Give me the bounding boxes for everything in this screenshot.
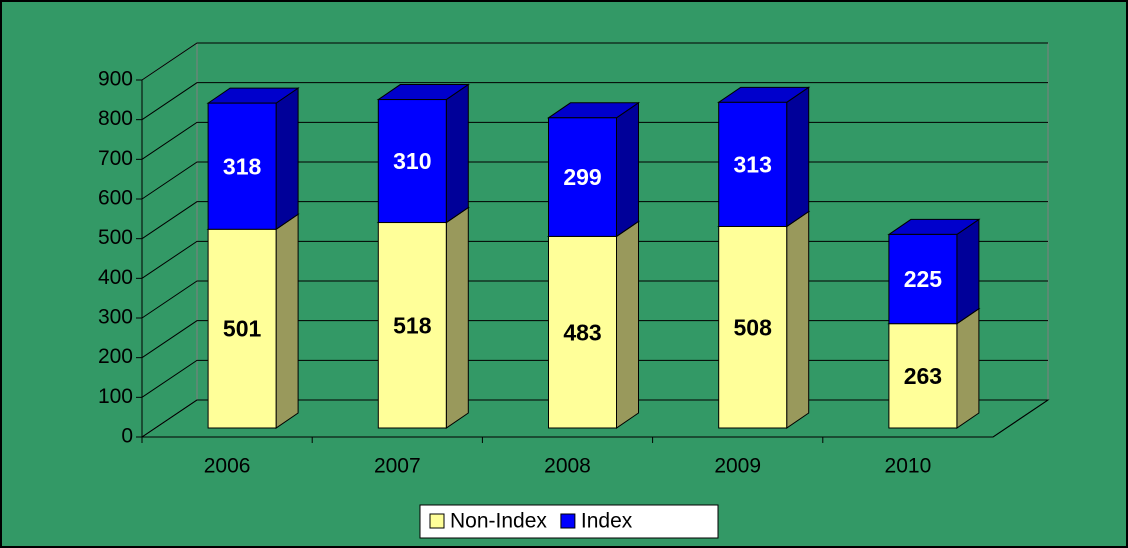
bar — [718, 225, 788, 429]
legend-box — [419, 504, 719, 539]
bar-side — [956, 218, 980, 325]
bar-segment: 501 — [206, 213, 300, 429]
bar-side — [445, 83, 469, 224]
y-tick-label: 400 — [98, 266, 133, 289]
x-tick-label: 2010 — [885, 455, 932, 478]
bar-side — [786, 210, 810, 429]
data-label: 483 — [563, 319, 601, 345]
y-tick-label: 700 — [98, 147, 133, 170]
x-tick-label: 2006 — [204, 455, 251, 478]
x-tick-label: 2009 — [714, 455, 761, 478]
y-tick-label: 0 — [121, 425, 133, 448]
data-label: 310 — [393, 148, 431, 174]
data-label: 313 — [734, 151, 772, 177]
grid-line — [141, 82, 1048, 121]
bar-segment: 299 — [546, 101, 641, 238]
data-label: 508 — [734, 314, 773, 340]
legend-label: Non-Index — [450, 510, 547, 533]
bar-side — [956, 307, 980, 429]
x-tick-label: 2007 — [374, 455, 421, 478]
bar — [207, 102, 277, 230]
bar-segment: 483 — [546, 220, 641, 429]
bar — [718, 101, 788, 227]
x-axis-depth — [992, 399, 1049, 438]
bar — [888, 323, 958, 429]
legend: Non-Index Index — [419, 504, 719, 539]
y-tick-label: 300 — [98, 306, 133, 329]
bar — [888, 233, 958, 325]
bar-side — [786, 86, 810, 228]
bar — [548, 235, 617, 429]
bar — [377, 99, 447, 224]
y-tick-label: 900 — [98, 68, 133, 91]
bar-side — [275, 87, 299, 231]
data-label: 225 — [904, 266, 943, 292]
bar-side — [275, 213, 299, 429]
bar-segment: 225 — [887, 218, 981, 325]
data-label: 263 — [904, 363, 942, 389]
bars: 501 318 518 310 483 299 508 313 263 225 — [206, 83, 981, 429]
data-label: 518 — [393, 312, 432, 338]
grid-line — [141, 42, 1048, 81]
bar — [377, 222, 447, 429]
bar-segment: 318 — [206, 87, 300, 231]
grid: 0 100 200 300 400 500 600 700 800 900 2006 2007 2008… — [98, 42, 1050, 478]
y-tick-label: 100 — [98, 385, 133, 408]
bar-segment: 518 — [376, 206, 470, 429]
y-tick-label: 600 — [98, 187, 133, 210]
data-label: 299 — [563, 164, 601, 190]
bar-side — [616, 101, 639, 238]
bar-segment: 313 — [717, 86, 811, 228]
bar-segment: 310 — [376, 83, 470, 224]
bar-segment: 508 — [717, 210, 811, 429]
y-tick-label: 200 — [98, 345, 133, 368]
x-tick-label: 2008 — [544, 455, 591, 478]
data-label: 501 — [223, 316, 262, 342]
legend-label: Index — [581, 510, 633, 533]
y-tick-label: 800 — [98, 107, 133, 130]
bar — [548, 117, 617, 237]
y-tick-label: 500 — [98, 226, 133, 249]
legend-swatch — [429, 513, 445, 529]
legend-swatch — [560, 513, 576, 529]
bar-side — [445, 206, 469, 429]
bar-segment: 263 — [887, 307, 981, 429]
bar-side — [616, 220, 639, 429]
data-label: 318 — [223, 153, 262, 179]
